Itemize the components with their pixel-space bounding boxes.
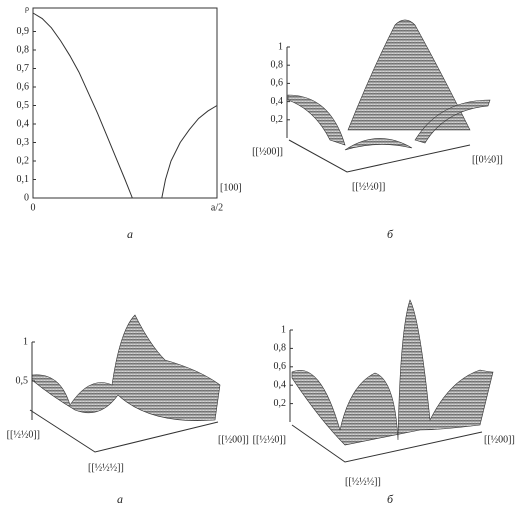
z-tick-label: 0,8: [274, 343, 287, 354]
floor-axes: [291, 424, 483, 463]
caption: б: [387, 227, 394, 241]
y-tick-label: 0,3: [17, 137, 30, 148]
y-tick-label: 0,8: [17, 44, 30, 55]
z-tick-label: 0,6: [271, 78, 284, 89]
z-tick-label: 0,2: [274, 398, 287, 409]
plot-frame: [32, 7, 218, 199]
axis-label: [[0½0]]: [472, 154, 503, 165]
z-tick-label: 0,5: [16, 375, 29, 386]
y-tick-label: 0,4: [17, 118, 30, 129]
y-tick-label: 0,2: [17, 155, 30, 166]
axis-label: [[½00]]: [252, 146, 283, 157]
y-tick-label: 0: [24, 192, 29, 203]
axis-label: [[½00]]: [218, 434, 249, 445]
axis-label: [[½½0]]: [352, 181, 385, 192]
caption: а: [127, 227, 133, 241]
z-tick-label: 1: [23, 336, 28, 347]
z-tick-label: 1: [281, 324, 286, 335]
z-tick-label: 0,4: [274, 379, 287, 390]
z-tick-label: 0,2: [271, 114, 284, 125]
axis-label: [[½½0]]: [7, 429, 40, 440]
axis-label: [[½½½]]: [88, 462, 124, 473]
z-tick-label: 0,6: [274, 361, 287, 372]
axis-label: [[½½0]]: [253, 434, 286, 445]
y-tick-label: 0,5: [17, 100, 30, 111]
x-tick-label: 0: [31, 202, 36, 213]
x-axis-label: [100]: [220, 182, 242, 193]
floor-axes: [288, 139, 471, 173]
floor-axes: [29, 409, 219, 453]
y-tick-label: 0,1: [17, 174, 30, 185]
y-tick-label: 0,7: [17, 63, 30, 74]
axis-label: [[½00]]: [484, 434, 515, 445]
y-axis-label: ρ: [25, 4, 29, 13]
z-tick-label: 0,4: [271, 96, 284, 107]
z-tick-label: 1: [278, 41, 283, 52]
axis-label: [[½½½]]: [345, 476, 381, 487]
data-line: [32, 12, 218, 199]
caption: а: [117, 492, 123, 506]
surface-shapes: [31, 19, 494, 446]
z-tick-label: 0,8: [271, 59, 284, 70]
caption: б: [387, 492, 394, 506]
y-tick-label: 0,6: [17, 81, 30, 92]
y-tick-label: 0,9: [17, 26, 30, 37]
x-tick-label: a/2: [211, 202, 223, 213]
